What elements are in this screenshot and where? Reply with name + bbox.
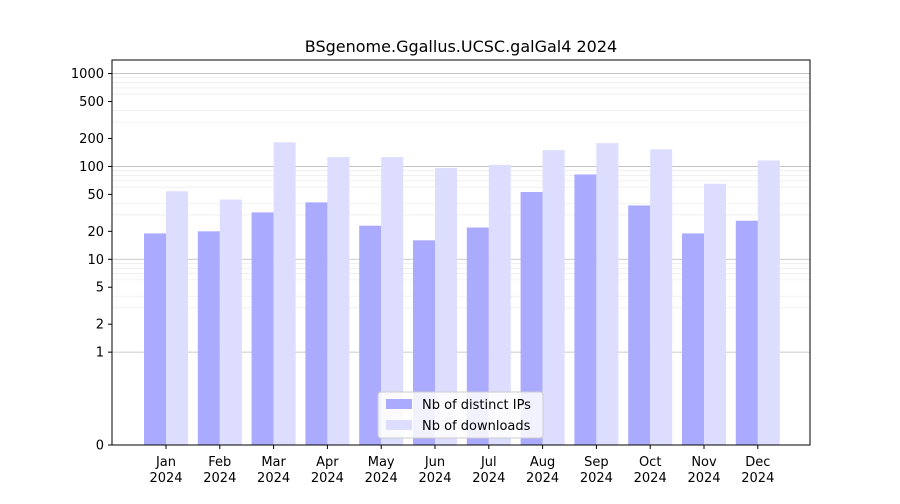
x-tick-label-year: 2024 [311,471,344,486]
y-tick-label: 1000 [71,67,104,82]
legend-swatch [386,420,412,430]
x-tick-label-month: Mar [261,455,286,470]
bar-distinct-ips [197,231,220,445]
bar-distinct-ips [628,205,651,445]
x-tick-label-year: 2024 [687,471,720,486]
x-tick-label-month: May [368,455,395,470]
x-tick-label-year: 2024 [257,471,290,486]
bar-downloads [273,142,296,445]
x-tick-label-month: Jan [155,455,176,470]
x-tick-label-year: 2024 [472,471,505,486]
bar-distinct-ips [144,233,166,445]
bar-distinct-ips [682,233,704,445]
x-tick-label-month: Sep [584,455,609,470]
x-tick-label-month: Aug [530,455,555,470]
y-tick-label: 100 [79,160,104,175]
bar-downloads [704,183,726,446]
x-tick-label-month: Oct [639,455,661,470]
y-axis: 0 1 2 5 10 20 50 100 200 500 1000 [71,67,112,454]
bar-downloads [381,157,404,445]
x-tick-label-month: Jun [424,455,445,470]
y-tick-label: 5 [96,281,104,296]
x-tick-label-year: 2024 [418,471,451,486]
y-tick-label: 50 [87,188,104,203]
x-tick-label-year: 2024 [203,471,236,486]
y-tick-label: 500 [79,95,104,110]
legend-swatch [386,399,412,409]
y-tick-label: 10 [87,253,104,268]
x-tick-label-year: 2024 [634,471,667,486]
x-tick-label-month: Apr [316,455,339,470]
x-tick-label-year: 2024 [365,471,398,486]
y-tick-label: 200 [79,132,104,147]
x-axis: Jan2024Feb2024Mar2024Apr2024May2024Jun20… [149,445,774,486]
bar-downloads [542,150,565,445]
bar-distinct-ips [466,227,489,445]
bars-layer [144,142,780,446]
x-tick-label-year: 2024 [526,471,559,486]
y-tick-label: 2 [96,318,104,333]
x-tick-label-year: 2024 [741,471,774,486]
bar-distinct-ips [574,174,597,446]
y-tick-label: 1 [96,346,104,361]
x-tick-label-month: Jul [480,455,497,470]
chart-title: BSgenome.Ggallus.UCSC.galGal4 2024 [305,37,617,56]
x-tick-label-month: Dec [745,455,770,470]
x-tick-label-year: 2024 [149,471,182,486]
x-tick-label-year: 2024 [580,471,613,486]
bar-downloads [757,160,780,446]
bar-downloads [327,157,350,445]
y-tick-label: 0 [96,439,104,454]
bar-distinct-ips [735,220,758,445]
bar-distinct-ips [520,192,543,445]
bar-downloads [596,143,619,445]
x-tick-label-month: Feb [208,455,231,470]
bar-distinct-ips [251,212,274,445]
y-tick-label: 20 [87,225,104,240]
plot-frame [111,59,811,446]
legend: Nb of distinct IPs Nb of downloads [377,391,544,439]
bar-downloads [219,199,242,445]
bar-distinct-ips [359,225,382,445]
legend-box [377,391,544,439]
bar-distinct-ips [305,202,328,445]
x-tick-label-month: Nov [691,455,717,470]
bar-downloads [435,168,457,445]
bar-downloads [650,149,673,446]
bar-downloads [488,164,511,445]
legend-label: Nb of distinct IPs [422,398,531,413]
bar-downloads [166,191,188,445]
legend-label: Nb of downloads [422,419,531,434]
